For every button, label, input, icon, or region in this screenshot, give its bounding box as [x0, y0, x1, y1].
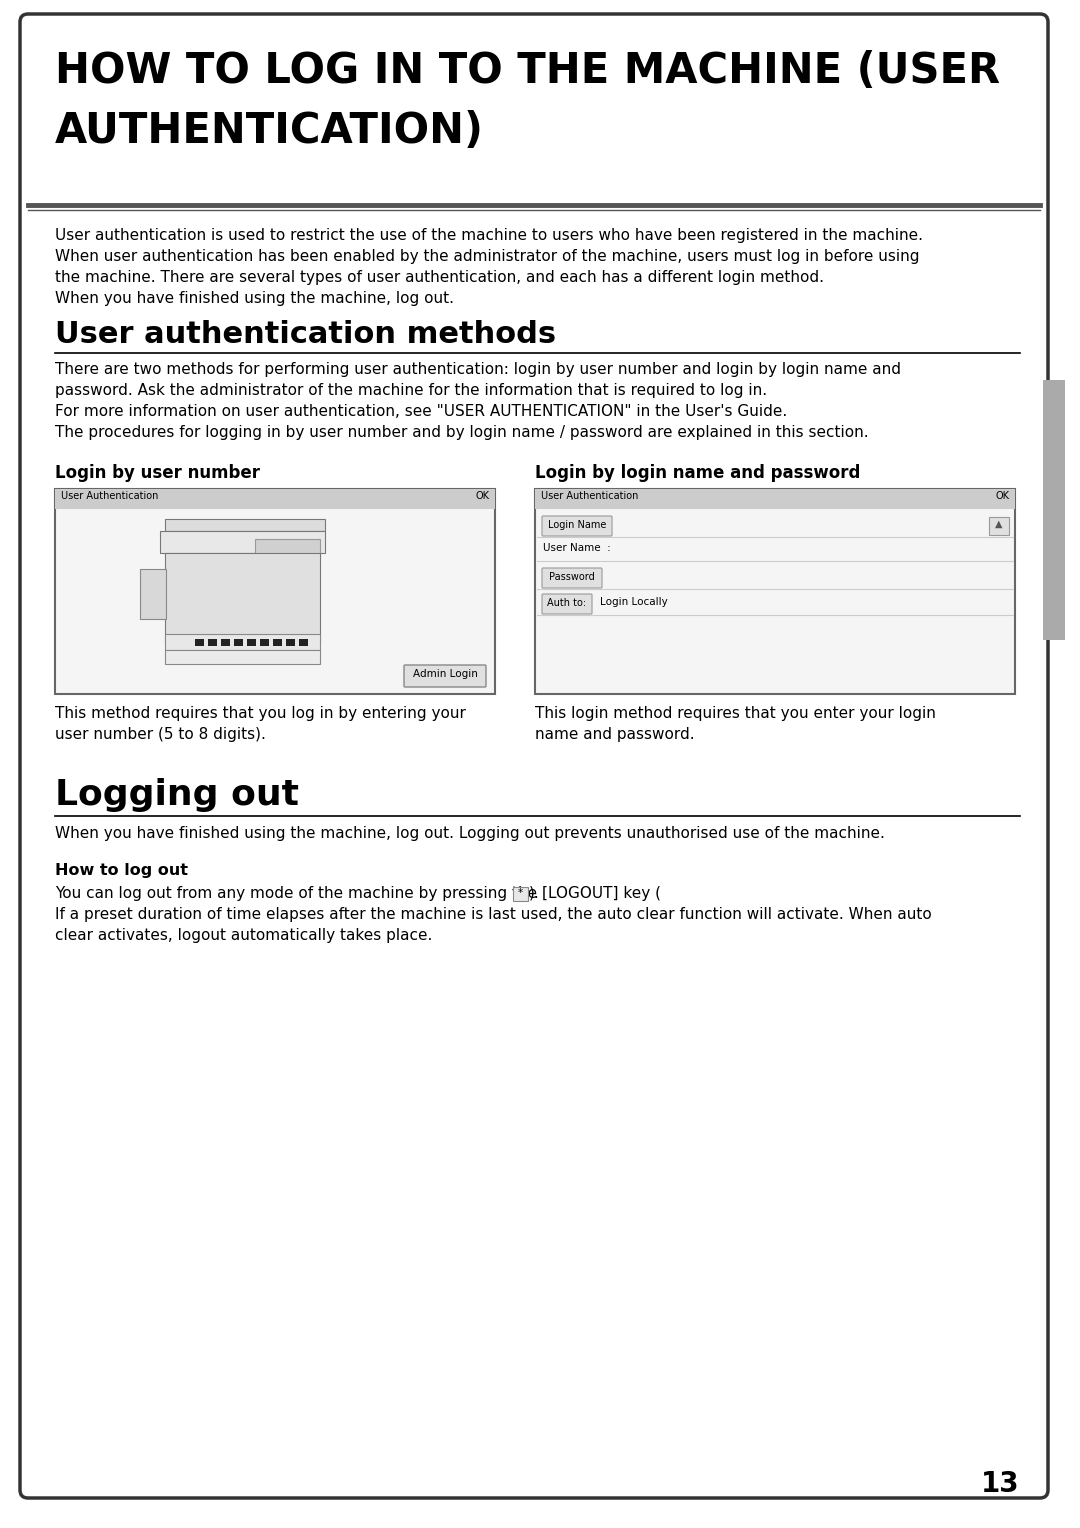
Bar [140, 568, 166, 619]
FancyBboxPatch shape [542, 594, 592, 614]
Text: OK: OK [475, 490, 489, 501]
Text: User Name  :: User Name : [543, 542, 611, 553]
Text: For more information on user authentication, see "USER AUTHENTICATION" in the Us: For more information on user authenticat… [55, 403, 787, 419]
Text: AUTHENTICATION): AUTHENTICATION) [55, 110, 484, 151]
Text: When you have finished using the machine, log out.: When you have finished using the machine… [55, 290, 454, 306]
Text: This method requires that you log in by entering your: This method requires that you log in by … [55, 706, 465, 721]
Text: OK: OK [995, 490, 1009, 501]
Bar [165, 520, 325, 532]
Bar [55, 489, 495, 509]
Text: The procedures for logging in by user number and by login name / password are ex: The procedures for logging in by user nu… [55, 425, 868, 440]
Bar [299, 639, 308, 646]
Bar [535, 489, 1015, 694]
Text: Logging out: Logging out [55, 778, 299, 811]
Text: User authentication methods: User authentication methods [55, 319, 556, 348]
Text: name and password.: name and password. [535, 727, 694, 743]
Text: If a preset duration of time elapses after the machine is last used, the auto cl: If a preset duration of time elapses aft… [55, 908, 932, 921]
Text: *: * [517, 888, 523, 898]
Text: User Authentication: User Authentication [60, 490, 159, 501]
Bar [195, 639, 204, 646]
Bar [208, 639, 217, 646]
Bar [255, 539, 320, 558]
Bar [247, 639, 256, 646]
Text: You can log out from any mode of the machine by pressing the [LOGOUT] key (: You can log out from any mode of the mac… [55, 886, 661, 902]
FancyBboxPatch shape [21, 14, 1048, 1497]
Bar [165, 649, 320, 665]
Text: the machine. There are several types of user authentication, and each has a diff: the machine. There are several types of … [55, 270, 824, 286]
Bar [260, 639, 269, 646]
Text: When user authentication has been enabled by the administrator of the machine, u: When user authentication has been enable… [55, 249, 919, 264]
Text: Auth to:: Auth to: [548, 597, 586, 608]
Bar [165, 634, 320, 649]
Bar [221, 639, 230, 646]
Text: ).: ). [528, 886, 539, 902]
Text: user number (5 to 8 digits).: user number (5 to 8 digits). [55, 727, 266, 743]
Text: Password: Password [549, 571, 595, 582]
Text: Login by login name and password: Login by login name and password [535, 465, 861, 481]
Bar [286, 639, 295, 646]
Bar [55, 489, 495, 694]
Bar [513, 886, 527, 902]
Text: password. Ask the administrator of the machine for the information that is requi: password. Ask the administrator of the m… [55, 384, 767, 397]
Bar [535, 489, 1015, 509]
Text: There are two methods for performing user authentication: login by user number a: There are two methods for performing use… [55, 362, 901, 377]
Bar [989, 516, 1009, 535]
Text: Login by user number: Login by user number [55, 465, 260, 481]
Text: clear activates, logout automatically takes place.: clear activates, logout automatically ta… [55, 927, 432, 943]
FancyBboxPatch shape [542, 568, 602, 588]
Bar [234, 639, 243, 646]
Bar [273, 639, 282, 646]
Text: How to log out: How to log out [55, 863, 188, 879]
FancyBboxPatch shape [542, 516, 612, 536]
Text: This login method requires that you enter your login: This login method requires that you ente… [535, 706, 936, 721]
Text: Login Locally: Login Locally [600, 597, 667, 607]
Bar [1043, 380, 1065, 640]
Text: User authentication is used to restrict the use of the machine to users who have: User authentication is used to restrict … [55, 228, 923, 243]
FancyBboxPatch shape [404, 665, 486, 688]
Text: When you have finished using the machine, log out. Logging out prevents unauthor: When you have finished using the machine… [55, 827, 885, 840]
Bar [165, 553, 320, 643]
Bar [160, 532, 325, 553]
Bar [28, 21, 1040, 206]
Text: ▲: ▲ [996, 520, 1002, 529]
Text: 13: 13 [982, 1470, 1020, 1497]
Text: User Authentication: User Authentication [541, 490, 638, 501]
Text: Admin Login: Admin Login [413, 669, 477, 678]
Text: Login Name: Login Name [548, 520, 606, 530]
Text: HOW TO LOG IN TO THE MACHINE (USER: HOW TO LOG IN TO THE MACHINE (USER [55, 50, 1000, 92]
